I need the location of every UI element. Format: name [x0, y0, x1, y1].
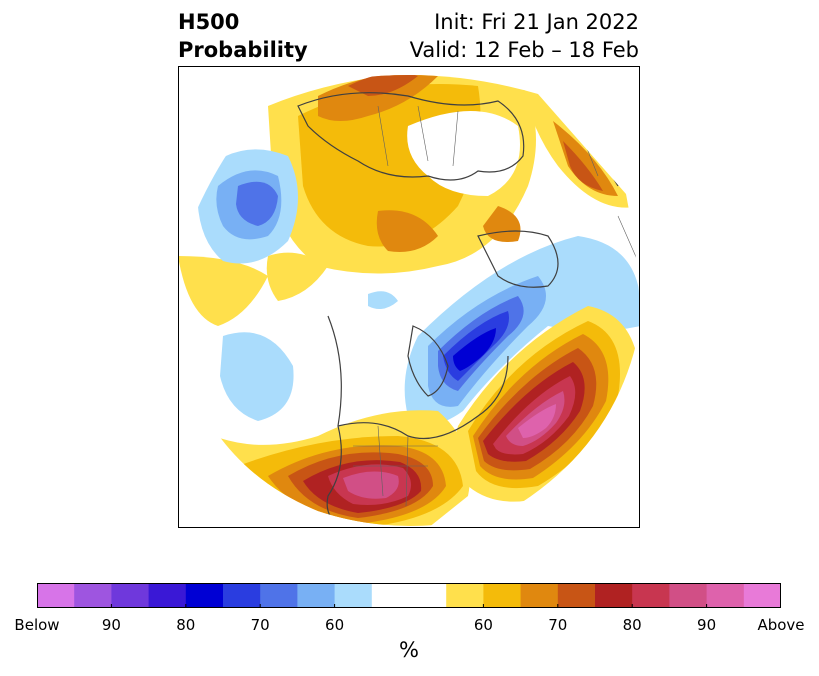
colorbar-tick-label: 80 [176, 616, 196, 634]
colorbar-tick-label: 90 [101, 616, 121, 634]
colorbar-swatch [557, 583, 596, 608]
colorbar-tick-label: 70 [250, 616, 270, 634]
colorbar-tick-label: 90 [697, 616, 717, 634]
colorbar-swatch [632, 583, 670, 608]
colorbar-tick-label: Above [757, 616, 805, 634]
colorbar-swatch [111, 583, 150, 608]
colorbar-swatch [520, 583, 559, 608]
colorbar-swatch [37, 583, 75, 608]
colorbar-swatch [446, 583, 484, 608]
probability-colorbar [37, 583, 781, 608]
title-product: Probability [178, 38, 308, 62]
colorbar-swatch [743, 583, 781, 608]
colorbar-tick-label: 60 [325, 616, 345, 634]
colorbar-swatch [409, 583, 447, 608]
colorbar-swatch [371, 583, 410, 608]
probability-map [178, 66, 640, 528]
map-title: H500 Probability [178, 8, 308, 64]
colorbar-swatch [260, 583, 298, 608]
colorbar-tick-label: 60 [473, 616, 493, 634]
colorbar-border [37, 583, 781, 608]
title-variable: H500 [178, 10, 240, 34]
colorbar-swatch [185, 583, 224, 608]
colorbar-tick-label: 70 [548, 616, 568, 634]
map-dates: Init: Fri 21 Jan 2022 Valid: 12 Feb – 18… [410, 8, 639, 64]
init-date: Init: Fri 21 Jan 2022 [434, 10, 639, 34]
colorbar-swatch [669, 583, 708, 608]
colorbar-swatch [334, 583, 373, 608]
colorbar-swatch [223, 583, 261, 608]
colorbar-swatch [297, 583, 336, 608]
colorbar-swatch [148, 583, 187, 608]
colorbar-tick-label: Below [14, 616, 60, 634]
valid-range: Valid: 12 Feb – 18 Feb [409, 38, 639, 62]
colorbar-swatch [706, 583, 745, 608]
colorbar-swatch [595, 583, 633, 608]
colorbar-swatch [483, 583, 522, 608]
colorbar-unit: % [399, 638, 419, 662]
colorbar-swatch [74, 583, 112, 608]
colorbar-tick-label: 80 [622, 616, 642, 634]
